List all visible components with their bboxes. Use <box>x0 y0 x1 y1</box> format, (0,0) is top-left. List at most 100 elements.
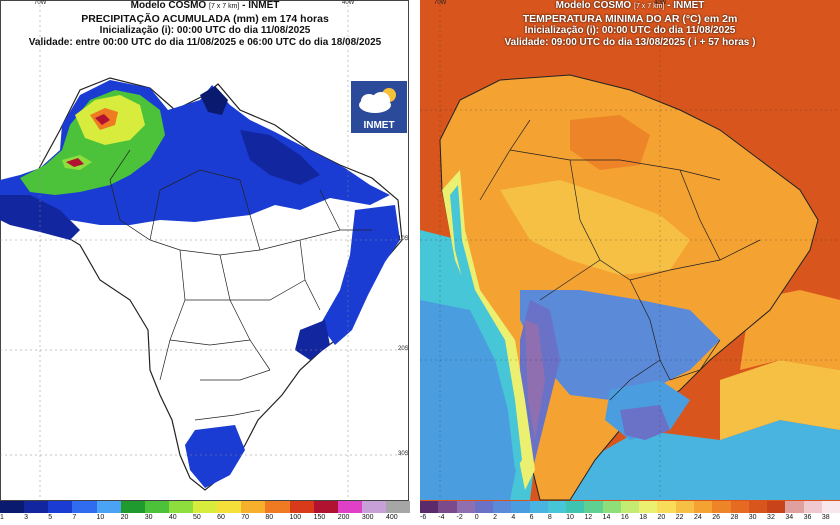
init-time: Inicialização (i): 00:00 UTC do dia 11/0… <box>524 25 736 36</box>
temperature-colorbar-cell: 8 <box>547 501 567 525</box>
temperature-colorbar-label: 32 <box>767 514 775 521</box>
map-title: TEMPERATURA MINIMA DO AR (°C) em 2m <box>522 13 738 25</box>
inmet-logo: INMET <box>350 80 408 134</box>
temperature-colorbar-cell: 24 <box>693 501 713 525</box>
temperature-colorbar-swatch <box>529 501 548 513</box>
temperature-colorbar-label: -4 <box>438 514 445 521</box>
temperature-colorbar-cell: 2 <box>493 501 512 525</box>
temperature-colorbar-cell: 16 <box>620 501 640 525</box>
temperature-colorbar-swatch <box>675 501 694 513</box>
precipitation-colorbar-swatch <box>337 501 362 513</box>
precipitation-colorbar-swatch <box>313 501 338 513</box>
temperature-colorbar-label: 6 <box>529 514 534 521</box>
precipitation-colorbar-swatch <box>120 501 145 513</box>
precipitation-map-header: Modelo COSMO [7 x 7 km] - INMET PRECIPIT… <box>0 0 410 49</box>
precipitation-colorbar-cell: 30 <box>144 501 169 525</box>
precipitation-map-canvas <box>0 0 410 525</box>
temperature-colorbar-label: 12 <box>584 514 593 521</box>
temperature-colorbar-label: 22 <box>675 514 684 521</box>
precipitation-colorbar-cell: 300 <box>361 501 386 525</box>
temperature-colorbar-swatch <box>639 501 658 513</box>
precipitation-colorbar-swatch <box>24 501 49 513</box>
temperature-colorbar-cell: 14 <box>602 501 621 525</box>
precipitation-colorbar-label: 10 <box>96 514 105 521</box>
temperature-colorbar-label: 0 <box>474 514 479 521</box>
temperature-colorbar-swatch <box>602 501 621 513</box>
temperature-colorbar-label: 10 <box>566 514 574 521</box>
precipitation-colorbar-swatch <box>168 501 193 513</box>
panel-divider <box>410 0 420 525</box>
model-line: Modelo COSMO [7 x 7 km] - INMET <box>130 0 280 11</box>
temperature-colorbar-cell: 6 <box>529 501 548 525</box>
temperature-colorbar-cell: 4 <box>511 501 530 525</box>
temperature-colorbar-label: 14 <box>602 514 611 521</box>
temperature-colorbar-label: 24 <box>693 514 702 521</box>
temperature-colorbar-label: 36 <box>803 514 812 521</box>
model-line: Modelo COSMO [7 x 7 km] - INMET <box>555 0 705 11</box>
temperature-colorbar-swatch <box>693 501 713 513</box>
precipitation-colorbar-label: 60 <box>217 514 225 521</box>
temperature-colorbar-swatch <box>547 501 567 513</box>
temperature-colorbar-swatch <box>456 501 475 513</box>
precipitation-colorbar-label: 400 <box>386 514 398 521</box>
temperature-colorbar-cell: 20 <box>657 501 676 525</box>
temperature-colorbar-cell: 12 <box>584 501 603 525</box>
precipitation-colorbar-swatch <box>265 501 290 513</box>
temperature-colorbar-cell: 38 <box>821 501 840 525</box>
temperature-map-header: Modelo COSMO [7 x 7 km] - INMET TEMPERAT… <box>420 0 840 49</box>
precipitation-colorbar-cell: 80 <box>265 501 290 525</box>
precipitation-colorbar-cell: 50 <box>193 501 218 525</box>
precipitation-colorbar-cell: 10 <box>96 501 121 525</box>
temperature-colorbar-swatch <box>566 501 585 513</box>
temperature-colorbar-swatch <box>511 501 530 513</box>
precipitation-colorbar-swatch <box>0 501 25 513</box>
precipitation-colorbar-cell: 70 <box>241 501 266 525</box>
precipitation-colorbar-swatch <box>72 501 97 513</box>
temperature-colorbar-swatch <box>420 501 439 513</box>
temperature-colorbar-swatch <box>785 501 804 513</box>
temperature-map-panel: 70W 40W Modelo COSMO [7 x 7 km] - INMET … <box>420 0 840 525</box>
temperature-colorbar-label: 38 <box>821 514 830 521</box>
precipitation-colorbar-label: 100 <box>289 514 302 521</box>
temperature-colorbar-label: 20 <box>657 514 666 521</box>
temperature-colorbar-swatch <box>493 501 512 513</box>
precipitation-map-panel: 70W 40W 10S 20S 30S Modelo COSMO [7 x 7 … <box>0 0 410 525</box>
precipitation-colorbar-cell: 100 <box>289 501 314 525</box>
precipitation-colorbar-label: 5 <box>48 514 53 521</box>
temperature-map-canvas <box>420 0 840 525</box>
temperature-colorbar-label: 2 <box>493 514 497 521</box>
temperature-colorbar-label: 28 <box>730 514 739 521</box>
precipitation-colorbar-cell: 150 <box>313 501 338 525</box>
precipitation-colorbar-label: 300 <box>361 514 374 521</box>
precipitation-colorbar-swatch <box>217 501 242 513</box>
temperature-colorbar-cell: 18 <box>639 501 658 525</box>
init-time: Inicialização (i): 00:00 UTC do dia 11/0… <box>99 25 311 36</box>
map-title: PRECIPITAÇÃO ACUMULADA (mm) em 174 horas <box>81 13 329 25</box>
temperature-colorbar-swatch <box>748 501 768 513</box>
precipitation-colorbar-label: 80 <box>265 514 274 521</box>
temperature-colorbar-label: 4 <box>511 514 516 521</box>
precipitation-colorbar-cell: 3 <box>24 501 49 525</box>
precipitation-colorbar-label: 200 <box>337 514 350 521</box>
temperature-colorbar-cell: 22 <box>675 501 694 525</box>
precipitation-colorbar-cell: 5 <box>48 501 73 525</box>
temperature-colorbar-cell: 34 <box>785 501 804 525</box>
precipitation-colorbar-swatch <box>361 501 386 513</box>
temperature-colorbar: -6 -4 -2 0 2 4 6 8 10 12 14 16 18 20 22 24 26 28 30 32 34 36 3… <box>420 501 840 525</box>
precipitation-colorbar-swatch <box>96 501 121 513</box>
temperature-colorbar-swatch <box>474 501 494 513</box>
lon-label-70w-right: 70W <box>434 0 447 6</box>
precipitation-colorbar-cell: 200 <box>337 501 362 525</box>
precipitation-colorbar-label: 1 <box>0 514 4 521</box>
temperature-colorbar-cell: 28 <box>730 501 749 525</box>
temperature-colorbar-label: 8 <box>547 514 552 521</box>
temperature-colorbar-label: -2 <box>456 514 463 521</box>
precipitation-colorbar: 1 3 5 7 10 20 30 40 50 60 70 80 100 150 200 300 400 <box>0 501 411 525</box>
temperature-colorbar-cell: -4 <box>438 501 457 525</box>
temperature-colorbar-swatch <box>712 501 731 513</box>
lat-label-20s: 20S <box>398 346 409 352</box>
lat-label-10s: 10S <box>398 236 409 242</box>
temperature-colorbar-swatch <box>767 501 786 513</box>
lon-label-40w-right: 40W <box>654 0 667 6</box>
precipitation-colorbar-label: 7 <box>72 514 77 521</box>
